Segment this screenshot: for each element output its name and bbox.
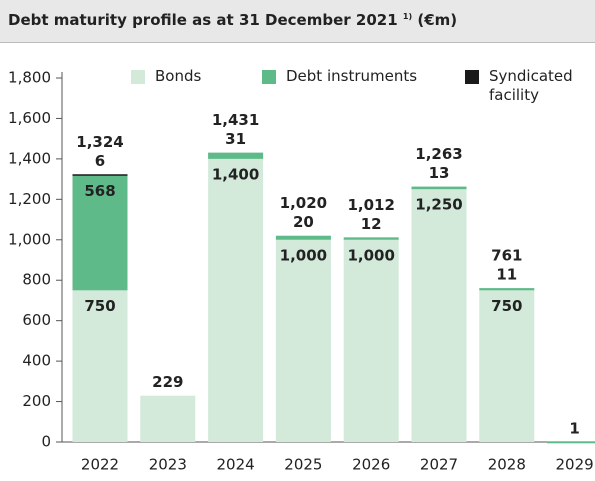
bar-segment bbox=[140, 395, 196, 442]
header: Debt maturity profile as at 31 December … bbox=[0, 0, 595, 43]
bar-segment bbox=[343, 237, 399, 240]
x-tick-label: 2024 bbox=[217, 456, 255, 474]
value-label: 1,400 bbox=[212, 165, 259, 183]
bar-segment bbox=[343, 239, 399, 442]
value-label: 1 bbox=[569, 419, 579, 437]
x-tick-label: 2026 bbox=[352, 456, 390, 474]
y-tick-label: 400 bbox=[22, 352, 51, 370]
bar-segment bbox=[275, 235, 331, 240]
bar-segment bbox=[72, 290, 128, 442]
y-tick-label: 1,600 bbox=[8, 109, 51, 127]
total-label: 1,431 bbox=[212, 111, 259, 129]
title-note: 1) bbox=[402, 12, 413, 21]
value-label: 20 bbox=[293, 213, 314, 231]
legend-swatch bbox=[465, 70, 479, 84]
bar-segment bbox=[547, 441, 595, 444]
total-label: 761 bbox=[491, 247, 522, 265]
x-tick-label: 2028 bbox=[488, 456, 526, 474]
bar-segment bbox=[275, 239, 331, 442]
y-tick-label: 1,200 bbox=[8, 190, 51, 208]
y-tick-label: 200 bbox=[22, 392, 51, 410]
bar-segment bbox=[72, 175, 128, 291]
total-label: 1,012 bbox=[347, 196, 394, 214]
legend-label: Bonds bbox=[155, 67, 202, 85]
total-label: 1,020 bbox=[280, 194, 327, 212]
x-tick-label: 2023 bbox=[149, 456, 187, 474]
x-tick-label: 2027 bbox=[420, 456, 458, 474]
y-tick-label: 800 bbox=[22, 271, 51, 289]
title-row: Debt maturity profile as at 31 December … bbox=[8, 11, 457, 29]
value-label: 12 bbox=[361, 215, 382, 233]
value-label: 11 bbox=[496, 266, 517, 284]
value-label: 13 bbox=[429, 164, 450, 182]
value-label: 1,000 bbox=[347, 246, 394, 264]
bar-segment bbox=[208, 152, 264, 159]
bar-segment bbox=[479, 290, 535, 442]
y-tick-label: 1,000 bbox=[8, 230, 51, 248]
legend-swatch bbox=[262, 70, 276, 84]
total-label: 1,263 bbox=[415, 145, 462, 163]
bar-segment bbox=[411, 186, 467, 190]
legend-swatch bbox=[131, 70, 145, 84]
x-tick-label: 2022 bbox=[81, 456, 119, 474]
y-tick-label: 1,800 bbox=[8, 69, 51, 87]
value-label: 1,000 bbox=[280, 246, 327, 264]
bar-segment bbox=[72, 174, 128, 176]
legend-label: Debt instruments bbox=[286, 67, 418, 85]
title-unit: (€m) bbox=[417, 11, 458, 29]
value-label: 1,250 bbox=[415, 196, 462, 214]
y-tick-label: 1,400 bbox=[8, 149, 51, 167]
value-label: 229 bbox=[152, 373, 183, 391]
value-label: 568 bbox=[84, 182, 115, 200]
y-tick-label: 0 bbox=[41, 433, 51, 451]
bar-segment bbox=[208, 158, 264, 442]
value-label: 750 bbox=[491, 297, 522, 315]
x-tick-label: 2025 bbox=[284, 456, 322, 474]
value-label: 6 bbox=[95, 152, 105, 170]
legend-label: Syndicated facility bbox=[489, 67, 573, 104]
total-label: 1,324 bbox=[76, 133, 123, 151]
bar-segment bbox=[479, 288, 535, 291]
value-label: 750 bbox=[84, 297, 115, 315]
y-tick-label: 600 bbox=[22, 311, 51, 329]
chart-title: Debt maturity profile as at 31 December … bbox=[8, 11, 398, 29]
x-tick-label: 2029 bbox=[556, 456, 594, 474]
bar-segment bbox=[411, 189, 467, 442]
value-label: 31 bbox=[225, 130, 246, 148]
